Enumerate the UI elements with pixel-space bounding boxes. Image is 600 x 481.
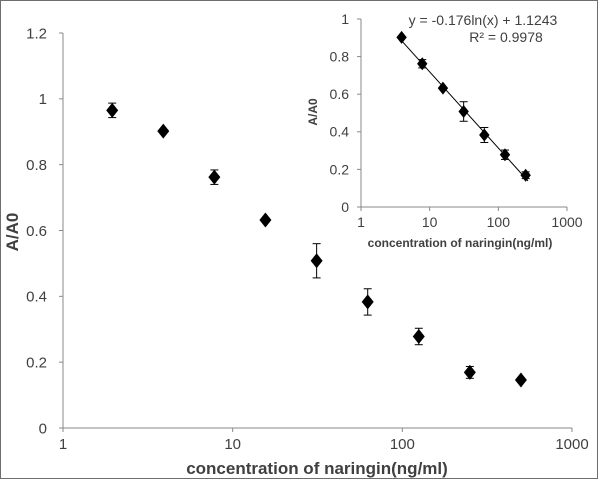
main-axes: A/A0 concentration of naringin(ng/ml) xyxy=(3,33,572,478)
inset-x-tick-label: 10 xyxy=(422,214,438,230)
main-data-point xyxy=(310,253,323,269)
main-data-point xyxy=(514,372,527,388)
main-data-point xyxy=(412,328,425,344)
inset-y-tick-label: 0.4 xyxy=(330,124,350,140)
inset-x-axis-title: concentration of naringin(ng/ml) xyxy=(368,236,553,250)
inset-data-point xyxy=(437,81,449,95)
main-y-tick-label: 0.6 xyxy=(26,223,47,240)
main-data-point xyxy=(361,294,374,310)
inset-r-squared: R² = 0.9978 xyxy=(469,29,543,45)
main-data-point xyxy=(157,123,170,139)
inset-data-point xyxy=(479,128,490,142)
inset-data-point xyxy=(458,104,469,118)
main-data-point xyxy=(106,102,119,118)
inset-marks: 0 0.2 0.4 0.6 0.8 1 1 10 100 1000 xyxy=(330,11,583,230)
inset-x-tick-label: 100 xyxy=(487,214,511,230)
inset-x-tick-label: 1 xyxy=(357,214,365,230)
inset-data-point xyxy=(520,168,531,182)
main-x-tick-label: 1000 xyxy=(555,436,588,453)
main-y-tick-label: 1.2 xyxy=(26,25,47,42)
main-y-axis-title: A/A0 xyxy=(3,213,22,252)
main-data-point xyxy=(259,212,272,228)
main-y-tick-label: 0.2 xyxy=(26,354,47,371)
main-marks: 00.20.40.60.811.21 10 100 1000 xyxy=(26,25,589,453)
main-x-tick-label: 100 xyxy=(390,436,415,453)
inset-axes: A/A0 concentration of naringin(ng/ml) y … xyxy=(306,12,567,250)
inset-x-tick-label: 1000 xyxy=(551,214,582,230)
inset-y-tick-label: 0.8 xyxy=(330,49,350,65)
main-x-axis-title: concentration of naringin(ng/ml) xyxy=(186,459,448,478)
inset-y-tick-label: 0 xyxy=(341,199,349,215)
main-y-tick-label: 0 xyxy=(39,420,47,437)
inset-trendline-equation: y = -0.176ln(x) + 1.1243 xyxy=(409,12,558,28)
main-data-point xyxy=(208,169,221,185)
inset-data-point xyxy=(396,30,407,44)
main-data-point xyxy=(463,364,476,380)
main-y-tick-label: 0.4 xyxy=(26,289,47,306)
inset-y-tick-label: 0.2 xyxy=(330,161,350,177)
inset-y-tick-label: 1 xyxy=(341,11,349,27)
inset-y-tick-label: 0.6 xyxy=(330,86,350,102)
main-y-tick-label: 1 xyxy=(39,91,47,108)
main-y-tick-label: 0.8 xyxy=(26,157,47,174)
main-x-tick-label: 1 xyxy=(59,436,67,453)
inset-data-point xyxy=(417,57,428,71)
main-x-tick-label: 10 xyxy=(224,436,241,453)
inset-data-point xyxy=(499,148,511,162)
inset-y-axis-title: A/A0 xyxy=(306,98,320,126)
